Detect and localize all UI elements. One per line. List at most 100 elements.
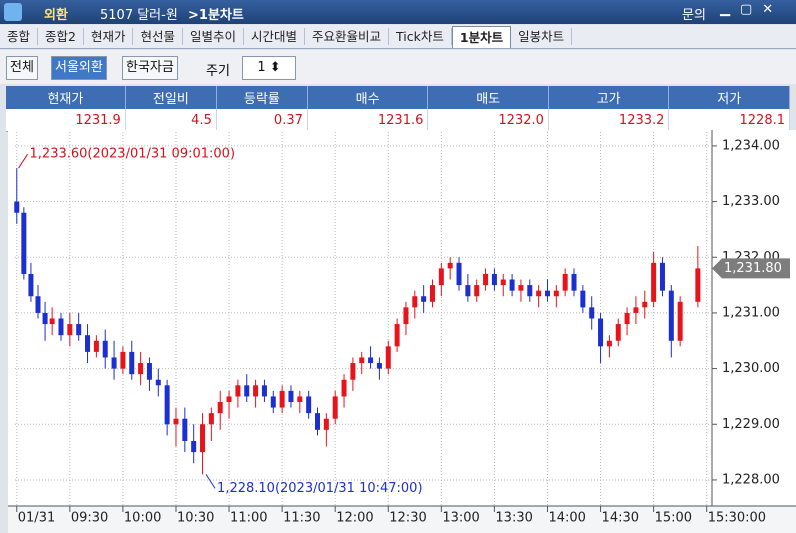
candle-body <box>580 290 586 308</box>
y-tick-label: 1,231.00 <box>722 305 780 320</box>
annotation-arrow <box>18 153 28 169</box>
last-price-tag <box>712 258 790 279</box>
y-tick-label: 1,228.00 <box>722 472 780 487</box>
candle-body <box>571 273 577 291</box>
candle-body <box>120 351 126 369</box>
tab[interactable]: 시간대별 <box>244 28 306 45</box>
candle-body <box>21 212 27 274</box>
tab[interactable]: 현재가 <box>84 28 134 45</box>
candle-body <box>483 273 489 286</box>
market-button[interactable]: 한국자금 <box>122 56 178 80</box>
x-tick-label: 11:30 <box>283 511 320 526</box>
candle-body <box>642 301 648 308</box>
tab[interactable]: 주요환율비교 <box>305 28 390 45</box>
quote-table: 현재가 전일비 등락률 매수 매도 고가 저가 1231.9 4.5 0.37 1231.6 1232… <box>6 86 790 132</box>
period-input[interactable]: 1 ⬍ <box>242 56 296 80</box>
candle-body <box>509 279 515 291</box>
candle-body <box>491 273 497 286</box>
candle-body <box>138 363 144 375</box>
tab[interactable]: 일별추이 <box>183 28 245 45</box>
table-header: 현재가 <box>6 86 126 109</box>
candle-body <box>58 318 64 336</box>
tab[interactable]: 종합2 <box>38 28 84 45</box>
candle-body <box>606 340 612 347</box>
candle-body <box>651 262 657 302</box>
candle-body <box>67 324 73 336</box>
x-tick-label: 15:00 <box>655 511 692 526</box>
x-tick-label: 15:30:00 <box>708 511 766 526</box>
x-tick-label: 09:30 <box>71 511 108 526</box>
candle-body <box>695 268 701 302</box>
candle-body <box>217 402 223 414</box>
candle-body <box>624 312 630 325</box>
candle-body <box>527 285 533 297</box>
candle-body <box>403 307 409 325</box>
window-controls[interactable]: ▁▢✕ <box>720 2 784 17</box>
tab[interactable]: 현선물 <box>133 28 183 45</box>
candle-body <box>659 262 665 291</box>
code-name: 5107 달러-원 <box>100 8 178 23</box>
screen-title: 1분차트 <box>198 8 244 23</box>
x-axis-band <box>8 506 796 533</box>
candle-body <box>323 418 329 430</box>
candle-body <box>429 285 435 302</box>
last-price-label: 1,231.80 <box>724 261 782 276</box>
x-tick-label: 14:00 <box>548 511 585 526</box>
candle-body <box>173 418 179 425</box>
candle-body <box>129 351 135 375</box>
chart: 1,228.001,229.001,230.001,231.001,232.00… <box>8 130 796 533</box>
candle-body <box>376 363 382 369</box>
candle-body <box>421 296 427 302</box>
toolbar: 전체 서울외환 한국자금 주기 1 ⬍ <box>0 50 796 84</box>
market-button[interactable]: 전체 <box>6 56 38 80</box>
table-cell: 1231.6 <box>307 109 429 132</box>
tab-bar: 종합 종합2 현재가 현선물 일별추이 시간대별 주요환율비교 Tick차트 1분차트 일봉차트 <box>0 25 796 49</box>
candle-body <box>500 279 506 286</box>
candle-body <box>465 285 471 297</box>
help-button[interactable]: 문의 <box>682 8 706 23</box>
candle-body <box>315 413 321 430</box>
table-cell: 0.37 <box>216 109 308 132</box>
annotation-label: 1,233.60(2023/01/31 09:01:00) <box>30 147 235 162</box>
candle-body <box>93 340 99 352</box>
title-bar: 외환 5107 달러-원 >1분차트 문의 ▁▢✕ <box>0 0 796 24</box>
candle-body <box>562 273 568 291</box>
candle-body <box>536 290 542 297</box>
candle-body <box>668 290 674 341</box>
tab[interactable]: 종합 <box>0 28 39 45</box>
table-header: 전일비 <box>125 86 217 109</box>
candle-body <box>633 307 639 313</box>
candle-body <box>261 385 267 397</box>
period-label: 주기 <box>206 64 230 79</box>
candle-body <box>394 324 400 347</box>
x-tick-label: 14:30 <box>602 511 639 526</box>
candle-body <box>518 285 524 291</box>
candle-body <box>677 301 683 341</box>
candle-body <box>544 290 550 297</box>
table-header: 등락률 <box>216 86 308 109</box>
x-tick-label: 10:00 <box>124 511 161 526</box>
annotation-label: 1,228.10(2023/01/31 10:47:00) <box>217 481 422 496</box>
table-cell: 4.5 <box>125 109 217 132</box>
tab[interactable]: Tick차트 <box>389 28 452 45</box>
table-cell: 1233.2 <box>548 109 670 132</box>
candle-body <box>235 385 241 397</box>
screen-name: >1분차트 <box>188 8 244 23</box>
candle-body <box>226 396 232 403</box>
tab[interactable]: 1분차트 <box>451 25 512 48</box>
candle-body <box>102 340 108 358</box>
table-cell: 1232.0 <box>427 109 549 132</box>
x-tick-label: 11:00 <box>230 511 267 526</box>
candle-body <box>385 346 391 369</box>
candle-body <box>155 379 161 386</box>
y-tick-label: 1,234.00 <box>722 138 780 153</box>
market-button[interactable]: 서울외환 <box>51 56 107 80</box>
candle-body <box>85 335 91 352</box>
x-tick-label: 13:00 <box>442 511 479 526</box>
candle-body <box>438 268 444 286</box>
candle-body <box>270 396 276 408</box>
y-tick-label: 1,229.00 <box>722 417 780 432</box>
candle-body <box>474 285 480 297</box>
candle-body <box>350 363 356 380</box>
tab[interactable]: 일봉차트 <box>511 28 573 45</box>
